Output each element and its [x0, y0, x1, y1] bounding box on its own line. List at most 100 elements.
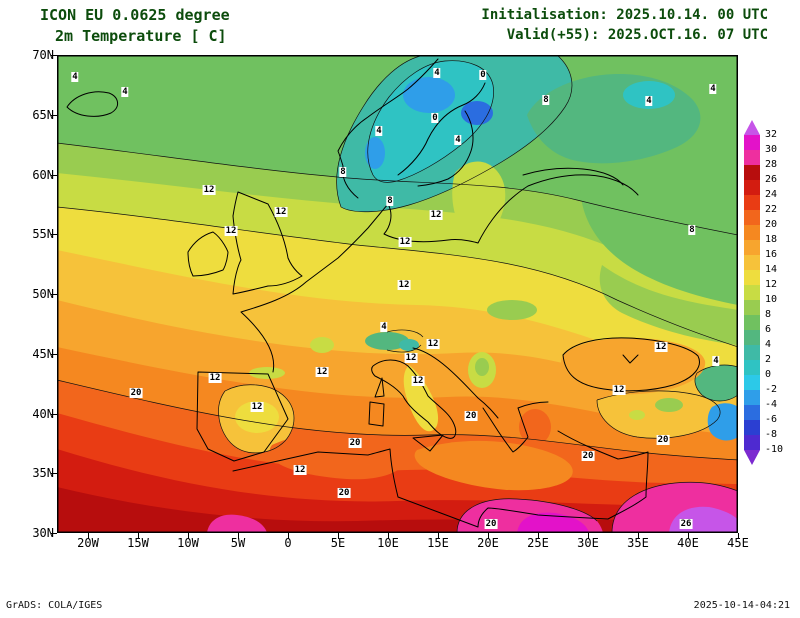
creation-timestamp: 2025-10-14-04:21	[693, 600, 790, 611]
colorbar-label: -6	[765, 414, 778, 425]
y-axis-tick	[51, 533, 57, 534]
contour-label: 12	[208, 373, 222, 383]
x-axis-tick	[588, 533, 589, 539]
colorbar-label: -8	[765, 429, 778, 440]
colorbar-segment	[744, 180, 760, 195]
lon-label: 5W	[230, 536, 246, 550]
contour-label: 20	[656, 435, 670, 445]
lon-label: 10W	[177, 536, 199, 550]
contour-label: 26	[679, 519, 693, 529]
colorbar-segment	[744, 300, 760, 315]
contour-label: 12	[315, 367, 329, 377]
map-border	[57, 55, 738, 533]
lon-label: 20E	[477, 536, 499, 550]
contour-label: 12	[654, 342, 668, 352]
field-title: 2m Temperature [ C]	[55, 27, 227, 45]
colorbar-segment	[744, 390, 760, 405]
colorbar-label: 12	[765, 279, 778, 290]
colorbar-label: 28	[765, 159, 778, 170]
colorbar	[744, 120, 760, 465]
colorbar-segment	[744, 135, 760, 150]
lat-label: 45N	[32, 346, 54, 361]
colorbar-label: 16	[765, 249, 778, 260]
contour-label: 20	[581, 451, 595, 461]
x-axis-tick	[188, 533, 189, 539]
colorbar-label: 0	[765, 369, 772, 380]
lat-label: 55N	[32, 227, 54, 242]
y-axis-tick	[51, 234, 57, 236]
lat-label: 60N	[32, 167, 54, 182]
lat-label: 30N	[32, 526, 54, 540]
colorbar-segment	[744, 165, 760, 180]
colorbar-label: 24	[765, 189, 778, 200]
colorbar-segment	[744, 270, 760, 285]
lon-label: 40E	[677, 536, 699, 550]
y-axis-tick	[51, 473, 57, 475]
lon-label: 15E	[427, 536, 449, 550]
contour-label: 20	[129, 388, 143, 398]
colorbar-segment	[744, 435, 760, 450]
contour-label: 12	[411, 376, 425, 386]
colorbar-label: 30	[765, 144, 778, 155]
lat-label: 35N	[32, 466, 54, 481]
contour-label-layer: 4 4 4 0 4 4 8 0 4 4 8 12 8 12 12 12 8 12 12 4 12 12 12 4 12 12 12 1…	[57, 55, 738, 533]
lon-label: 45E	[727, 536, 749, 550]
contour-label: 4	[375, 126, 383, 136]
temperature-map	[57, 55, 738, 533]
colorbar-segment	[744, 420, 760, 435]
contour-label: 12	[398, 237, 412, 247]
init-time: Initialisation: 2025.10.14. 00 UTC	[481, 7, 768, 23]
x-axis-tick	[88, 533, 89, 539]
colorbar-label: 22	[765, 204, 778, 215]
contour-label: 8	[688, 225, 696, 235]
valid-time: Valid(+55): 2025.OCT.16. 07 UTC	[506, 27, 768, 43]
colorbar-label: -4	[765, 399, 778, 410]
x-axis-tick	[338, 533, 339, 539]
lat-label: 70N	[32, 48, 54, 62]
lat-label: 40N	[32, 406, 54, 421]
colorbar-segment	[744, 150, 760, 165]
contour-label: 8	[542, 95, 550, 105]
x-axis-tick	[738, 533, 739, 539]
y-axis-tick	[51, 114, 57, 116]
contour-label: 12	[293, 465, 307, 475]
x-axis-tick	[288, 533, 289, 539]
colorbar-label: -2	[765, 384, 778, 395]
contour-label: 20	[348, 438, 362, 448]
temperature-field	[57, 55, 738, 533]
lon-label: 20W	[77, 536, 99, 550]
x-axis-tick	[238, 533, 239, 539]
x-axis-tick	[638, 533, 639, 539]
colorbar-label: 32	[765, 129, 778, 140]
model-title: ICON EU 0.0625 degree	[40, 6, 230, 24]
colorbar-segment	[744, 285, 760, 300]
contour-label: 0	[431, 113, 439, 123]
colorbar-label: 20	[765, 219, 778, 230]
colorbar-label: 26	[765, 174, 778, 185]
lat-label: 65N	[32, 107, 54, 122]
contour-label: 8	[386, 196, 394, 206]
colorbar-label: 14	[765, 264, 778, 275]
colorbar-segment	[744, 255, 760, 270]
colorbar-label: 8	[765, 309, 772, 320]
contour-label: 12	[426, 339, 440, 349]
colorbar-segment	[744, 240, 760, 255]
lon-label: 10E	[377, 536, 399, 550]
x-axis-tick	[688, 533, 689, 539]
colorbar-segment	[744, 360, 760, 375]
plot-area: 4 4 4 0 4 4 8 0 4 4 8 12 8 12 12 12 8 12 12 4 12 12 12 4 12 12 12 1…	[57, 55, 738, 533]
colorbar-segment	[744, 405, 760, 420]
y-axis-tick	[51, 353, 57, 355]
contour-label: 12	[274, 207, 288, 217]
contour-label: 4	[433, 68, 441, 78]
contour-label: 12	[224, 226, 238, 236]
colorbar-label: -10	[765, 444, 784, 455]
contour-lines	[57, 55, 738, 533]
y-axis-tick	[51, 413, 57, 415]
contour-label: 20	[337, 488, 351, 498]
colorbar-segment	[744, 330, 760, 345]
colorbar-segment	[744, 225, 760, 240]
y-axis-tick	[51, 174, 57, 176]
x-axis-tick	[538, 533, 539, 539]
